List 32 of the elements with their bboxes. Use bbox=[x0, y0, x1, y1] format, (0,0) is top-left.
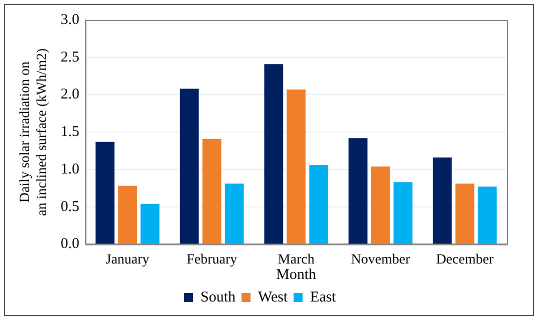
y-tick-label: 2.5 bbox=[60, 49, 80, 66]
x-axis-title: Month bbox=[276, 266, 317, 283]
x-tick-label: November bbox=[350, 252, 410, 268]
bar bbox=[394, 182, 412, 244]
bar bbox=[309, 164, 328, 244]
y-tick-label: 1.5 bbox=[60, 124, 80, 140]
bar bbox=[264, 64, 284, 244]
y-tick-label: 1.0 bbox=[60, 161, 80, 178]
bar bbox=[224, 184, 244, 244]
legend-label: West bbox=[258, 289, 288, 306]
y-tick-label: 0.0 bbox=[60, 236, 80, 252]
y-tick-label: 3.0 bbox=[60, 12, 80, 28]
x-tick-label: March bbox=[278, 252, 314, 268]
bar bbox=[348, 138, 368, 244]
legend-label: East bbox=[310, 289, 337, 306]
bar bbox=[455, 184, 474, 244]
bar bbox=[202, 138, 222, 244]
bar bbox=[140, 204, 160, 244]
x-tick-label: February bbox=[186, 252, 238, 268]
bar bbox=[371, 166, 390, 244]
bar bbox=[478, 186, 497, 244]
x-tick-label: December bbox=[436, 252, 494, 268]
bar bbox=[96, 142, 114, 244]
y-tick-label: 2.0 bbox=[60, 86, 80, 103]
bar bbox=[286, 90, 306, 244]
x-tick-label: January bbox=[106, 252, 150, 268]
bar bbox=[180, 88, 199, 244]
y-tick-label: 0.5 bbox=[60, 198, 80, 215]
y-axis-title: Daily solar irradiation on an inclined surface (kWh/m2) bbox=[18, 48, 50, 216]
bar bbox=[118, 186, 137, 244]
legend-label: South bbox=[200, 289, 236, 306]
bar bbox=[432, 158, 452, 244]
